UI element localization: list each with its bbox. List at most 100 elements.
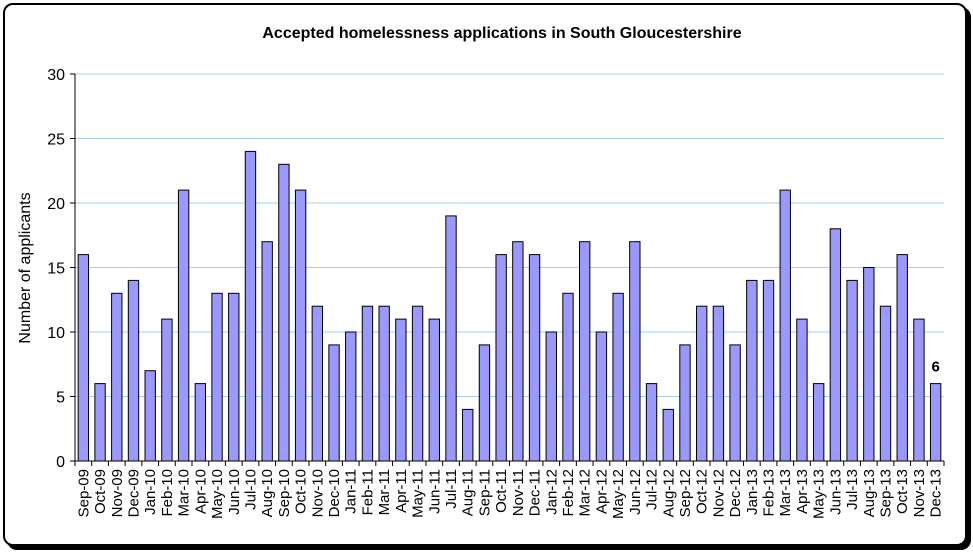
x-tick-label: Nov-13	[911, 469, 928, 517]
x-tick-label: May-12	[610, 469, 627, 519]
x-tick-label: Sep-11	[476, 469, 493, 516]
x-tick-label: Sep-13	[878, 469, 895, 517]
bar	[746, 279, 758, 462]
bar	[846, 279, 858, 462]
y-axis-label: Number of applicants	[17, 192, 34, 343]
y-tick-label: 25	[47, 132, 65, 149]
bar	[228, 292, 240, 462]
bar	[879, 305, 892, 462]
bar	[161, 318, 173, 462]
x-tick-label: Mar-11	[376, 469, 393, 515]
x-tick-label: Sep-10	[276, 469, 293, 517]
x-tick-label: Nov-10	[309, 469, 326, 517]
bar	[913, 318, 925, 462]
bar	[177, 189, 190, 462]
bar	[445, 215, 457, 462]
gridlines	[75, 73, 944, 397]
x-tick-label: Jan-10	[142, 469, 159, 515]
x-tick-label: Feb-10	[159, 469, 176, 517]
bar	[261, 241, 273, 462]
bar	[612, 292, 624, 462]
x-tick-label: Sep-09	[75, 469, 92, 517]
bar	[696, 305, 708, 462]
x-tick-label: Oct-12	[694, 469, 711, 514]
y-tick-label: 10	[47, 325, 65, 342]
bar	[762, 279, 775, 462]
x-tick-label: Jan-11	[343, 469, 360, 514]
x-tick-label: Apr-12	[593, 469, 610, 514]
data-label: 6	[931, 359, 939, 376]
x-tick-label: Dec-12	[727, 469, 744, 517]
x-tick-label: May-13	[811, 469, 828, 519]
x-tick-label: Oct-10	[293, 469, 310, 514]
x-tick-label: Jun-11	[426, 469, 443, 514]
x-tick-label: Oct-11	[493, 469, 510, 513]
bar	[328, 344, 340, 462]
x-tick-label: Jul-10	[242, 469, 259, 510]
bar	[94, 383, 106, 462]
bar	[929, 383, 942, 462]
bar	[411, 305, 424, 462]
bars	[77, 150, 942, 462]
axes	[70, 73, 945, 466]
bar	[278, 163, 290, 462]
bar	[629, 241, 641, 462]
bar	[345, 331, 357, 462]
bar	[462, 408, 474, 462]
bar	[244, 150, 257, 462]
x-tick-label: Aug-10	[259, 469, 276, 517]
y-tick-label: 20	[47, 196, 65, 213]
bar	[495, 254, 507, 462]
bar	[896, 254, 908, 462]
x-tick-label: Sep-12	[677, 469, 694, 517]
x-tick-label: Dec-13	[928, 469, 945, 517]
x-tick-label: Dec-09	[125, 469, 142, 517]
bar	[194, 383, 207, 462]
x-tick-label: Jun-13	[827, 469, 844, 515]
bar	[579, 241, 591, 462]
x-tick-label: Nov-12	[710, 469, 727, 517]
bar	[211, 292, 223, 462]
x-tick-label: Dec-11	[527, 469, 544, 516]
x-tick-label: Mar-10	[176, 469, 193, 517]
x-tick-label: Mar-13	[777, 469, 794, 517]
bar	[528, 254, 541, 462]
bar	[428, 318, 440, 462]
bar	[294, 189, 307, 462]
x-tick-label: Jan-13	[744, 469, 761, 515]
x-tick-label: May-11	[410, 469, 427, 518]
bar	[679, 344, 691, 462]
x-tick-label: Jan-12	[543, 469, 560, 515]
bar	[361, 305, 374, 462]
x-tick-label: Oct-09	[92, 469, 109, 514]
bar	[311, 305, 323, 462]
y-tick-label: 0	[56, 454, 65, 471]
bar	[645, 383, 658, 462]
x-tick-label: Apr-13	[794, 469, 811, 514]
x-tick-label: Dec-10	[326, 469, 343, 517]
x-tick-label: Mar-12	[577, 469, 594, 517]
bar	[545, 331, 557, 462]
x-tick-label: Aug-11	[460, 469, 477, 516]
x-tick-label: Jun-10	[226, 469, 243, 515]
chart-title: Accepted homelessness applications in So…	[262, 25, 741, 42]
x-tick-labels: Sep-09 Oct-09 Nov-09 Dec-09 Jan-10 Feb-10 Mar-…	[75, 469, 944, 519]
bar	[662, 408, 674, 462]
bar	[712, 305, 725, 462]
data-labels: 6	[931, 359, 939, 376]
x-tick-label: Oct-13	[894, 469, 911, 514]
bar	[863, 267, 875, 462]
x-tick-label: Aug-13	[861, 469, 878, 517]
bar	[796, 318, 808, 462]
bar	[562, 292, 574, 462]
x-tick-label: Nov-11	[510, 469, 527, 516]
y-tick-label: 15	[47, 261, 65, 278]
x-tick-label: Jul-13	[844, 469, 861, 510]
x-tick-label: Feb-12	[560, 469, 577, 517]
x-tick-label: Jul-11	[443, 469, 460, 509]
x-tick-label: Apr-11	[393, 469, 410, 513]
bar	[144, 370, 156, 462]
bar	[395, 318, 407, 462]
bar	[127, 279, 140, 462]
bar	[729, 344, 741, 462]
